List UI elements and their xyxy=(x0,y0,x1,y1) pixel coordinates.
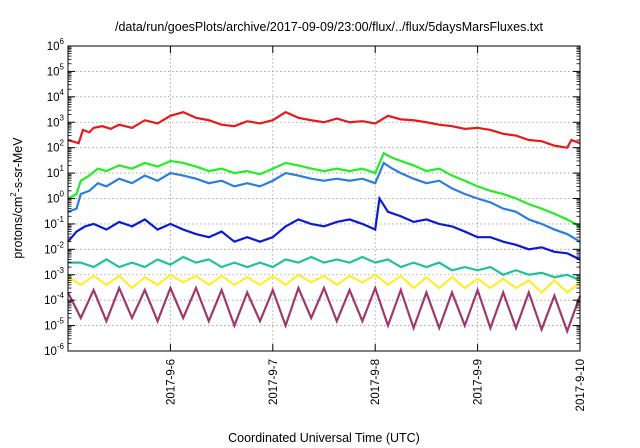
axis-ticks xyxy=(68,45,581,352)
y-tick-label: 100 xyxy=(47,190,65,206)
y-tick-base: 10 xyxy=(47,194,60,206)
y-tick-exponent: 1 xyxy=(60,164,65,173)
x-tick-labels: 2017-9-6 2017-9-7 2017-9-8 2017-9-9 2017-9-1… xyxy=(165,359,587,411)
series-line-2 xyxy=(67,151,581,228)
y-tick-label: 101 xyxy=(47,164,65,180)
y-tick-label: 10-3 xyxy=(44,266,64,282)
y-tick-base: 10 xyxy=(44,295,57,307)
y-tick-base: 10 xyxy=(47,92,60,104)
series-line-7 xyxy=(67,284,582,335)
y-tick-label: 10-6 xyxy=(44,342,64,358)
y-tick-base: 10 xyxy=(47,66,60,78)
series-line-1 xyxy=(67,110,581,149)
y-tick-exponent: 4 xyxy=(60,88,65,97)
x-tick-label: 2017-9-9 xyxy=(473,359,485,405)
y-tick-exponent: -2 xyxy=(57,240,65,249)
y-tick-base: 10 xyxy=(44,270,57,282)
y-tick-label: 10-5 xyxy=(44,317,64,333)
y-tick-exponent: -3 xyxy=(57,266,65,275)
x-tick-label: 2017-9-10 xyxy=(575,359,587,411)
y-tick-labels: 10610510410310210110010-110-210-310-410-… xyxy=(44,37,64,358)
y-tick-exponent: 3 xyxy=(60,113,65,122)
y-tick-exponent: 0 xyxy=(60,190,65,199)
y-tick-base: 10 xyxy=(44,321,57,333)
x-tick-label: 2017-9-8 xyxy=(370,359,382,405)
series-line-3 xyxy=(67,161,581,243)
series-line-5 xyxy=(68,255,581,282)
series-lines xyxy=(67,110,582,335)
y-tick-label: 10-1 xyxy=(44,215,64,231)
y-tick-base: 10 xyxy=(47,168,60,180)
y-tick-label: 105 xyxy=(47,62,65,78)
y-tick-label: 103 xyxy=(47,113,65,129)
y-tick-exponent: -4 xyxy=(57,291,65,300)
y-tick-exponent: -5 xyxy=(57,317,65,326)
y-tick-base: 10 xyxy=(44,346,57,358)
y-tick-exponent: 5 xyxy=(60,62,65,71)
y-tick-label: 104 xyxy=(47,88,65,104)
y-label-superscript: 2 xyxy=(9,192,18,197)
chart-title: /data/run/goesPlots/archive/2017-09-09/2… xyxy=(115,20,544,34)
y-tick-base: 10 xyxy=(44,244,57,256)
y-tick-base: 10 xyxy=(47,41,60,53)
x-tick-label: 2017-9-7 xyxy=(268,359,280,405)
series-line-6 xyxy=(67,273,581,295)
y-tick-base: 10 xyxy=(47,117,60,129)
y-tick-label: 10-2 xyxy=(44,240,64,256)
y-tick-base: 10 xyxy=(47,143,60,155)
y-tick-exponent: -6 xyxy=(57,342,65,351)
y-axis-label: protons/cm2-s-sr-MeV xyxy=(9,137,25,259)
y-tick-label: 10-4 xyxy=(44,291,64,307)
y-label-part: -s-sr-MeV xyxy=(11,137,25,193)
y-tick-exponent: -1 xyxy=(57,215,65,224)
grid-lines xyxy=(68,46,580,351)
y-tick-exponent: 2 xyxy=(60,139,65,148)
y-tick-label: 102 xyxy=(47,139,65,155)
x-axis-label: Coordinated Universal Time (UTC) xyxy=(228,431,420,445)
y-tick-exponent: 6 xyxy=(60,37,65,46)
y-tick-base: 10 xyxy=(44,219,57,231)
y-label-part: protons/cm xyxy=(11,197,25,259)
series-line-4 xyxy=(67,195,581,261)
x-tick-label: 2017-9-6 xyxy=(165,359,177,405)
y-tick-label: 106 xyxy=(47,37,65,53)
